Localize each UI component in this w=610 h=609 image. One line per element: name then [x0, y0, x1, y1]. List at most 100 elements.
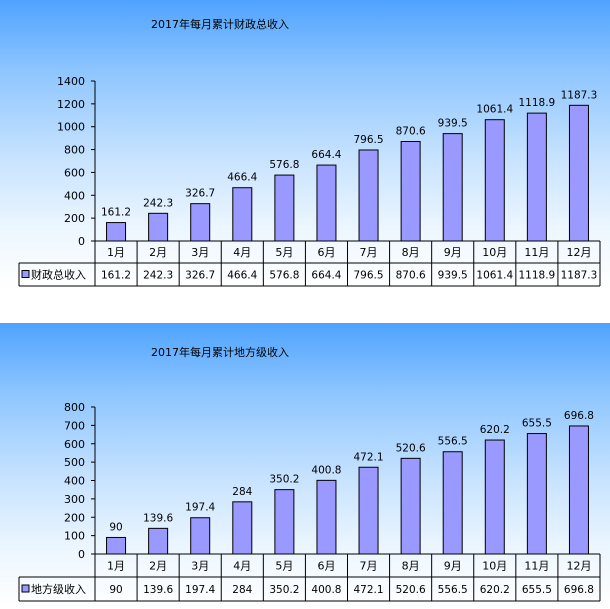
- bar-value-label: 1187.3: [561, 89, 598, 101]
- panel-gap: [0, 290, 610, 323]
- bar-5月: [274, 489, 295, 555]
- table-value-cell: 620.2: [480, 584, 510, 596]
- table-value-cell: 939.5: [438, 270, 468, 282]
- x-category-label: 9月: [444, 560, 462, 573]
- bar-6月: [316, 479, 337, 555]
- bar-value-label: 576.8: [269, 159, 299, 171]
- bar-3月: [190, 203, 211, 242]
- table-value-cell: 664.4: [311, 270, 341, 282]
- x-category-label: 11月: [524, 560, 549, 573]
- bar-3月: [190, 517, 211, 555]
- table-value-cell: 197.4: [185, 584, 215, 596]
- bar-value-label: 139.6: [143, 512, 173, 524]
- table-value-cell: 1118.9: [519, 270, 556, 282]
- bar-value-label: 796.5: [354, 134, 384, 146]
- x-category-label: 11月: [524, 246, 549, 259]
- bar-12月: [568, 104, 589, 242]
- bar-value-label: 664.4: [311, 149, 341, 161]
- bar-10月: [484, 439, 505, 555]
- y-tick-label: 500: [64, 456, 85, 469]
- x-category-label: 8月: [402, 560, 420, 573]
- table-value-cell: 139.6: [143, 584, 173, 596]
- table-value-cell: 655.5: [522, 584, 552, 596]
- table-value-cell: 161.2: [101, 270, 131, 282]
- x-category-label: 8月: [402, 246, 420, 259]
- bar-value-label: 655.5: [522, 418, 552, 430]
- legend-swatch: [21, 584, 30, 593]
- y-tick-label: 200: [64, 212, 85, 225]
- bar-6月: [316, 164, 337, 242]
- x-category-label: 5月: [275, 560, 293, 573]
- x-category-label: 7月: [360, 246, 378, 259]
- table-value-cell: 1061.4: [476, 270, 513, 282]
- x-category-label: 10月: [482, 246, 507, 259]
- bar-value-label: 1118.9: [519, 97, 556, 109]
- bar-2月: [148, 212, 169, 242]
- bar-1月: [106, 536, 127, 555]
- bar-value-label: 556.5: [438, 436, 468, 448]
- table-value-cell: 696.8: [564, 584, 594, 596]
- x-category-label: 6月: [317, 246, 335, 259]
- bar-value-label: 326.7: [185, 188, 215, 200]
- y-tick-label: 400: [64, 475, 85, 488]
- bar-value-label: 939.5: [438, 118, 468, 130]
- y-tick-label: 1200: [57, 98, 85, 111]
- y-tick-label: 100: [64, 530, 85, 543]
- x-category-label: 7月: [360, 560, 378, 573]
- chart-title: 2017年每月累计财政总收入: [151, 17, 289, 31]
- legend-swatch: [21, 270, 30, 278]
- bar-value-label: 870.6: [396, 126, 426, 138]
- chart-panel-local-revenue: 2017年每月累计地方级收入 0 100 200 300 400 500 600 700 800 9…: [0, 323, 610, 609]
- y-tick-label: 0: [78, 548, 85, 561]
- bar-chart-total-revenue: 2017年每月累计财政总收入 0 200 400 600 800 1000 1200 1400 1…: [18, 17, 601, 287]
- bar-4月: [232, 501, 253, 555]
- table-value-cell: 796.5: [354, 270, 384, 282]
- chart-title: 2017年每月累计地方级收入: [151, 345, 289, 359]
- bar-11月: [526, 112, 547, 242]
- bar-8月: [400, 141, 421, 242]
- bar-9月: [442, 133, 463, 242]
- bar-value-label: 472.1: [354, 451, 384, 463]
- bar-12月: [568, 425, 589, 555]
- table-value-cell: 870.6: [396, 270, 426, 282]
- y-tick-label: 1000: [57, 121, 85, 134]
- y-tick-label: 0: [78, 235, 85, 248]
- x-category-label: 3月: [191, 560, 209, 573]
- x-category-label: 10月: [482, 560, 507, 573]
- bar-1月: [106, 222, 127, 242]
- y-tick-label: 800: [64, 144, 85, 157]
- table-value-cell: 242.3: [143, 270, 173, 282]
- legend-label: 财政总收入: [31, 268, 86, 282]
- bar-9月: [442, 451, 463, 555]
- y-tick-label: 1400: [57, 75, 85, 88]
- bar-8月: [400, 457, 421, 555]
- bar-4月: [232, 187, 253, 242]
- bar-value-label: 1061.4: [476, 104, 513, 116]
- bar-10月: [484, 119, 505, 242]
- x-category-label: 1月: [107, 560, 125, 573]
- y-tick-label: 700: [64, 419, 85, 432]
- table-value-cell: 90: [109, 584, 122, 596]
- table-value-cell: 520.6: [396, 584, 426, 596]
- bar-value-label: 284: [232, 486, 252, 498]
- table-value-cell: 466.4: [227, 270, 257, 282]
- x-category-label: 6月: [317, 560, 335, 573]
- x-category-label: 4月: [233, 560, 251, 573]
- x-category-label: 2月: [149, 246, 167, 259]
- y-tick-label: 600: [64, 166, 85, 179]
- y-tick-label: 200: [64, 511, 85, 524]
- y-tick-label: 400: [64, 189, 85, 202]
- legend-label: 地方级收入: [31, 582, 86, 596]
- x-category-label: 1月: [107, 246, 125, 259]
- bar-value-label: 620.2: [480, 424, 510, 436]
- bar-value-label: 350.2: [269, 474, 299, 486]
- x-category-label: 5月: [275, 246, 293, 259]
- bar-value-label: 466.4: [227, 172, 257, 184]
- bar-11月: [526, 433, 547, 555]
- bar-5月: [274, 174, 295, 242]
- table-value-cell: 400.8: [311, 584, 341, 596]
- bar-7月: [358, 466, 379, 555]
- x-category-label: 3月: [191, 246, 209, 259]
- y-tick-label: 300: [64, 493, 85, 506]
- chart-panel-total-revenue: 2017年每月累计财政总收入 0 200 400 600 800 1000 1200 1400 1…: [0, 0, 610, 290]
